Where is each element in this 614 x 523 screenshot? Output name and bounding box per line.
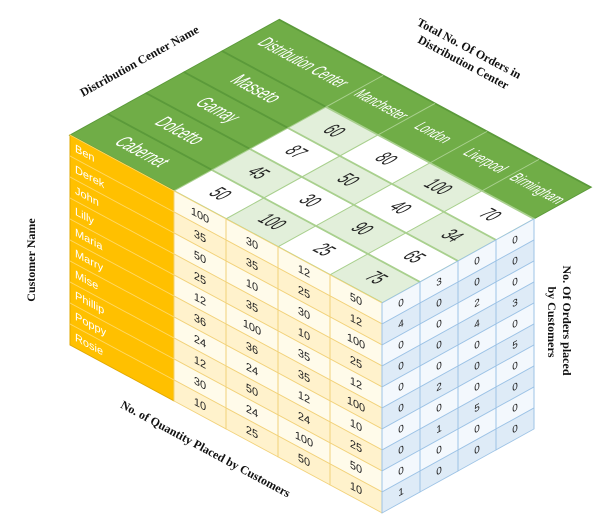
total-orders-label: Total No. Of Orders in Distribution Cent… bbox=[408, 15, 527, 96]
header-divider bbox=[377, 103, 436, 136]
row-divider bbox=[70, 218, 174, 276]
row-divider bbox=[70, 155, 174, 213]
order-value: 4 bbox=[398, 317, 404, 331]
order-value: 0 bbox=[436, 443, 442, 457]
order-value: 0 bbox=[474, 443, 480, 457]
header-divider bbox=[325, 75, 384, 108]
order-value: 2 bbox=[474, 296, 480, 310]
order-value: 0 bbox=[512, 380, 518, 394]
orders-by-customer-label: No. Of Orders placed by Customers bbox=[545, 266, 574, 379]
order-value: 0 bbox=[398, 464, 404, 478]
right-face: 0 3 0 0 4 0 0 0 0 0 2 0 0 0 4 3 0 0 0 0 0 2 0 5 0 0 0 0 0 1 5 0 0 0 0 0 1 0 0 0 bbox=[381, 218, 535, 514]
order-value: 0 bbox=[474, 275, 480, 289]
order-value: 3 bbox=[436, 275, 442, 289]
top-face: Distribution CenterManchesterLondonLiver… bbox=[68, 18, 593, 304]
order-value: 0 bbox=[398, 380, 404, 394]
row-divider bbox=[70, 134, 174, 192]
row-divider bbox=[70, 197, 174, 255]
order-value: 0 bbox=[512, 359, 518, 373]
label-line: by Customers bbox=[545, 287, 559, 358]
row-divider bbox=[70, 260, 174, 318]
order-value: 0 bbox=[436, 464, 442, 478]
order-value: 0 bbox=[474, 380, 480, 394]
row-divider bbox=[70, 239, 174, 297]
order-value: 0 bbox=[512, 317, 518, 331]
order-cell bbox=[495, 407, 535, 451]
header-divider bbox=[481, 159, 540, 192]
order-value: 0 bbox=[398, 422, 404, 436]
order-value: 0 bbox=[512, 401, 518, 415]
order-value: 4 bbox=[474, 317, 480, 331]
front-face: BenDerekJohnLillyMariaMarryMisePhillipPo… bbox=[69, 134, 383, 514]
order-value: 0 bbox=[398, 359, 404, 373]
order-value: 0 bbox=[398, 443, 404, 457]
order-value: 0 bbox=[474, 254, 480, 268]
order-value: 5 bbox=[512, 338, 518, 352]
order-value: 0 bbox=[512, 422, 518, 436]
order-value: 0 bbox=[398, 338, 404, 352]
customer-name-label: Customer Name bbox=[24, 218, 38, 302]
order-value: 0 bbox=[436, 296, 442, 310]
order-value: 0 bbox=[398, 401, 404, 415]
row-divider bbox=[70, 323, 174, 381]
order-value: 0 bbox=[512, 233, 518, 247]
row-divider bbox=[70, 176, 174, 234]
order-value: 2 bbox=[436, 380, 442, 394]
order-value: 0 bbox=[436, 338, 442, 352]
order-value: 0 bbox=[474, 422, 480, 436]
order-value: 0 bbox=[398, 296, 404, 310]
row-divider bbox=[70, 281, 174, 339]
order-value: 0 bbox=[512, 275, 518, 289]
order-value: 1 bbox=[398, 485, 404, 499]
order-value: 3 bbox=[512, 296, 518, 310]
row-divider bbox=[70, 302, 174, 360]
order-value: 5 bbox=[474, 401, 480, 415]
order-value: 0 bbox=[512, 254, 518, 268]
order-value: 0 bbox=[436, 317, 442, 331]
order-value: 0 bbox=[474, 338, 480, 352]
label-line: No. Of Orders placed bbox=[560, 266, 574, 376]
order-value: 0 bbox=[474, 359, 480, 373]
order-value: 0 bbox=[436, 401, 442, 415]
header-divider bbox=[429, 131, 488, 164]
order-value: 1 bbox=[436, 422, 442, 436]
order-value: 0 bbox=[436, 359, 442, 373]
